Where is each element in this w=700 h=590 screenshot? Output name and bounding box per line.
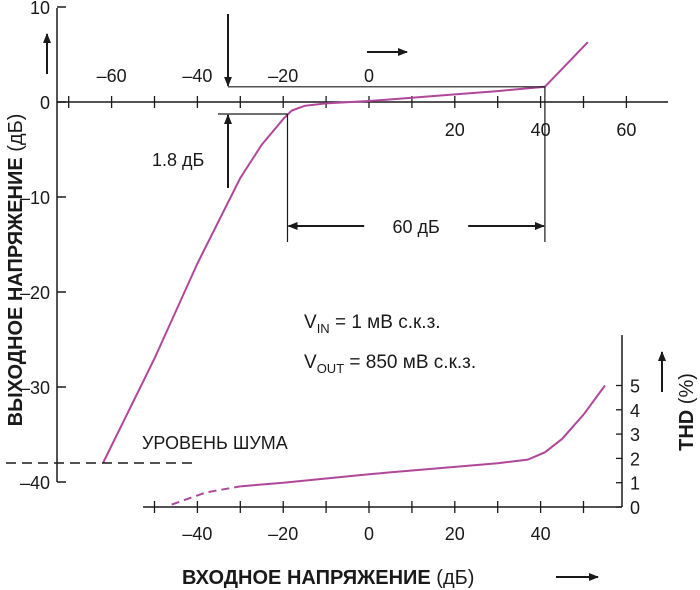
zero-axis-tick-label: 20 (445, 120, 465, 140)
output-voltage-curve (102, 41, 589, 464)
x-axis-bottom-title: ВХОДНОЕ НАПРЯЖЕНИЕ (дБ) (182, 567, 474, 589)
left-tick-label: –20 (20, 283, 50, 303)
bottom-tick-label: 0 (364, 524, 374, 544)
bottom-tick-label: –40 (182, 524, 212, 544)
left-tick-label: –30 (20, 378, 50, 398)
left-tick-label: 0 (40, 93, 50, 113)
zero-axis-tick-label: 40 (531, 120, 551, 140)
thd-curve-dashed (171, 485, 241, 506)
left-tick-label: –10 (20, 188, 50, 208)
zero-axis-tick-label: 60 (616, 120, 636, 140)
compression-label: 1.8 дБ (152, 150, 204, 170)
right-tick-label: 5 (630, 377, 640, 397)
top-tick-label: –60 (97, 66, 127, 86)
right-tick-label: 1 (630, 474, 640, 494)
vin-label: VIN = 1 мВ с.к.з. (304, 312, 441, 336)
bottom-axis-ticks: –40 –20 0 20 40 (153, 501, 585, 544)
right-tick-label: 4 (630, 401, 640, 421)
top-tick-label: –20 (268, 66, 298, 86)
right-axis-ticks: 0 1 2 3 4 5 (616, 377, 640, 518)
noise-level-label: УРОВЕНЬ ШУМА (142, 433, 288, 453)
top-tick-label: –40 (182, 66, 212, 86)
left-axis-ticks: 10 0 –10 –20 –30 –40 (20, 0, 66, 493)
top-tick-label: 0 (364, 66, 374, 86)
thd-curve (240, 384, 606, 488)
range-label: 60 дБ (393, 217, 440, 237)
zero-axis-ticks: –60 –40 –20 0 20 40 60 (68, 66, 636, 140)
right-tick-label: 0 (630, 498, 640, 518)
bottom-tick-label: 40 (531, 524, 551, 544)
bottom-tick-label: 20 (445, 524, 465, 544)
right-tick-label: 2 (630, 449, 640, 469)
left-tick-label: 10 (30, 0, 50, 18)
y-axis-left-title: ВЫХОДНОЕ НАПРЯЖЕНИЕ (дБ) (5, 114, 27, 427)
vout-label: VOUT = 850 мВ с.к.з. (304, 352, 476, 376)
left-tick-label: –40 (20, 473, 50, 493)
bottom-tick-label: –20 (268, 524, 298, 544)
y-axis-right-title: THD (%) (676, 373, 698, 451)
right-tick-label: 3 (630, 425, 640, 445)
